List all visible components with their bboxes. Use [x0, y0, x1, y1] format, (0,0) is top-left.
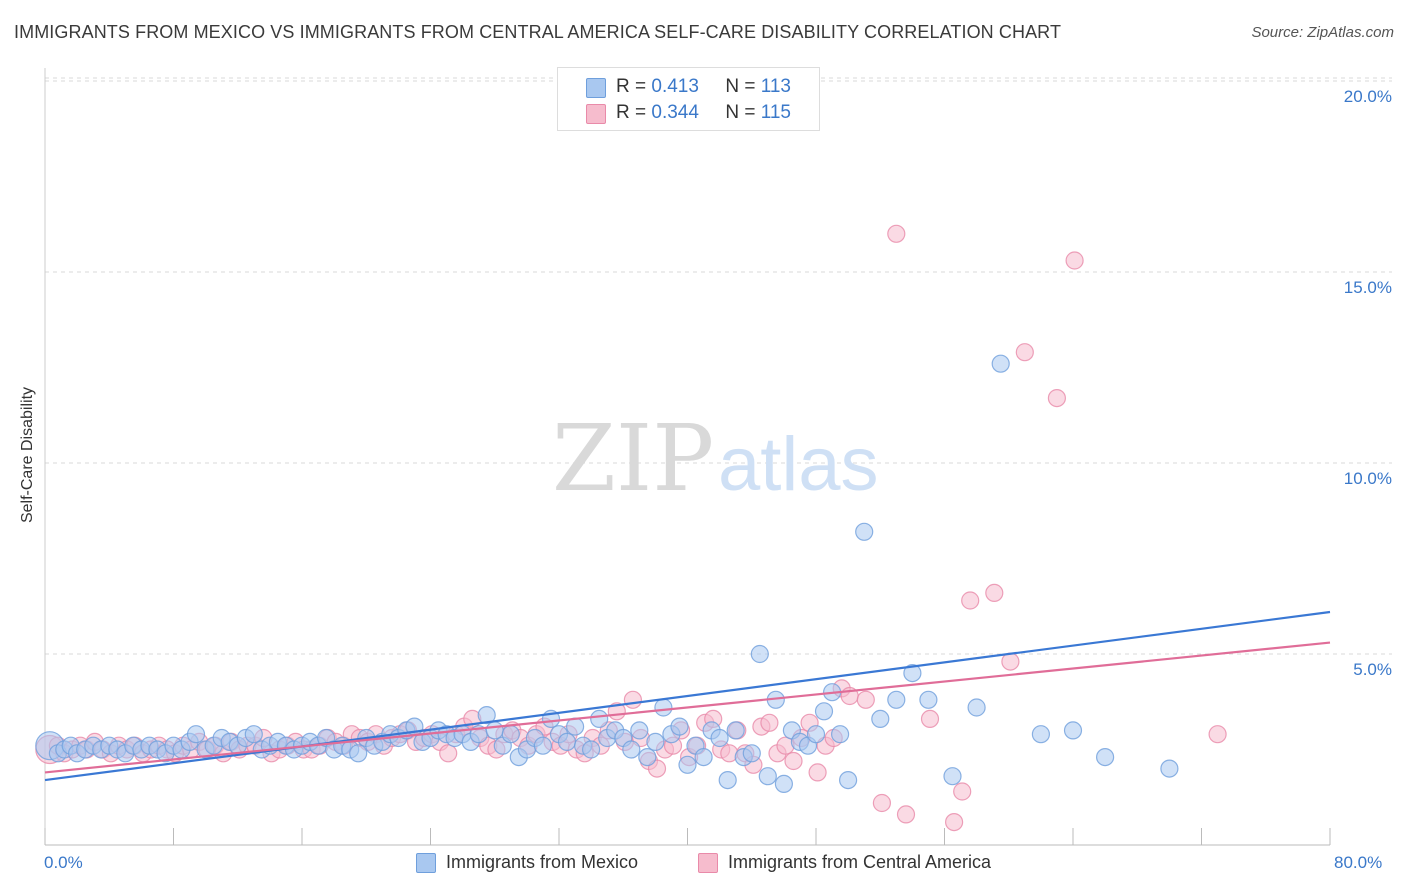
legend-r-value-mexico: 0.413 [651, 76, 699, 97]
point-central-america [872, 793, 892, 813]
series-label-central-america: Immigrants from Central America [728, 852, 992, 872]
y-tick-label-15: 15.0% [1343, 278, 1392, 297]
point-mexico [726, 721, 745, 740]
point-mexico [903, 663, 922, 683]
point-mexico [1031, 725, 1051, 744]
point-central-america [856, 690, 875, 709]
point-mexico [943, 767, 962, 786]
legend-n-value-central-america: 115 [760, 102, 791, 123]
point-mexico [814, 702, 834, 721]
point-mexico [349, 744, 368, 763]
point-central-america [623, 690, 643, 709]
point-central-america [760, 713, 779, 732]
grid-lines [45, 77, 1392, 655]
point-mexico [622, 740, 641, 759]
point-mexico [967, 698, 986, 717]
legend-swatch-mexico [586, 78, 606, 98]
point-central-america [1015, 343, 1034, 362]
series-swatch-mexico [416, 853, 436, 873]
legend-n-value-mexico: 113 [760, 76, 791, 97]
point-mexico [919, 690, 938, 709]
watermark-atlas: atlas [718, 422, 879, 507]
data-points [35, 224, 1227, 832]
point-mexico [694, 747, 713, 767]
point-mexico [718, 770, 737, 790]
point-mexico [742, 744, 761, 763]
point-mexico [887, 690, 906, 709]
point-central-america [1208, 725, 1227, 744]
point-central-america [985, 583, 1004, 603]
point-mexico [991, 354, 1010, 373]
point-mexico [1160, 759, 1179, 778]
source-label: Source: ZipAtlas.com [1251, 24, 1394, 41]
point-mexico [1095, 747, 1115, 767]
point-central-america [887, 224, 906, 243]
series-swatch-central-america [698, 853, 718, 873]
legend-n-label-central-america: N = [725, 102, 761, 123]
point-mexico [557, 732, 577, 752]
point-mexico [565, 717, 585, 736]
point-central-america [961, 591, 980, 610]
trend-line-central-america [44, 641, 1331, 774]
point-mexico [750, 644, 769, 664]
point-mexico [758, 767, 777, 786]
correlation-legend: R = 0.413 N = 113 R = 0.344 N = 115 [557, 67, 820, 131]
trend-line-mexico [44, 610, 1331, 782]
point-central-america [1065, 251, 1084, 270]
legend-r-value-central-america: 0.344 [651, 102, 699, 123]
x-tick-label-min: 0.0% [44, 853, 83, 872]
point-mexico [638, 747, 657, 767]
legend-n-label-mexico: N = [725, 76, 761, 97]
point-mexico [533, 736, 553, 755]
point-central-america [808, 763, 827, 782]
point-central-america [896, 805, 916, 824]
point-central-america [920, 709, 940, 729]
point-mexico [630, 721, 649, 740]
point-mexico [501, 725, 520, 744]
chart-title: IMMIGRANTS FROM MEXICO VS IMMIGRANTS FRO… [14, 22, 1062, 42]
point-mexico [186, 725, 206, 744]
point-mexico [646, 732, 665, 752]
y-tick-label-20: 20.0% [1343, 87, 1392, 106]
point-mexico [654, 698, 673, 717]
point-mexico [590, 709, 609, 729]
point-mexico [581, 740, 601, 759]
point-mexico [774, 774, 794, 794]
point-mexico [710, 728, 729, 748]
legend-swatch-central-america [586, 104, 606, 124]
point-mexico [477, 705, 496, 725]
point-mexico [830, 725, 850, 744]
point-mexico [244, 725, 263, 744]
legend-r-label-central-america: R = [616, 102, 652, 123]
point-mexico [678, 755, 697, 774]
point-mexico [838, 770, 858, 790]
series-label-mexico: Immigrants from Mexico [446, 852, 639, 872]
point-mexico [485, 721, 504, 740]
point-central-america [784, 751, 803, 771]
point-mexico [670, 717, 689, 736]
point-central-america [953, 782, 972, 801]
point-mexico [871, 709, 890, 729]
trend-lines [44, 610, 1331, 782]
point-mexico [806, 725, 826, 744]
axes [44, 68, 1331, 846]
y-tick-label-10: 10.0% [1343, 469, 1392, 488]
point-mexico [855, 522, 874, 541]
y-tick-label-5: 5.0% [1353, 660, 1392, 679]
x-tick-label-max: 80.0% [1334, 853, 1383, 872]
point-central-america [944, 812, 964, 832]
watermark-zip: ZIP [552, 405, 714, 512]
watermark: ZIP atlas [552, 405, 879, 512]
point-mexico [1063, 721, 1083, 740]
point-central-america [439, 744, 458, 763]
legend-r-label-mexico: R = [616, 76, 652, 97]
point-central-america [1047, 389, 1067, 408]
